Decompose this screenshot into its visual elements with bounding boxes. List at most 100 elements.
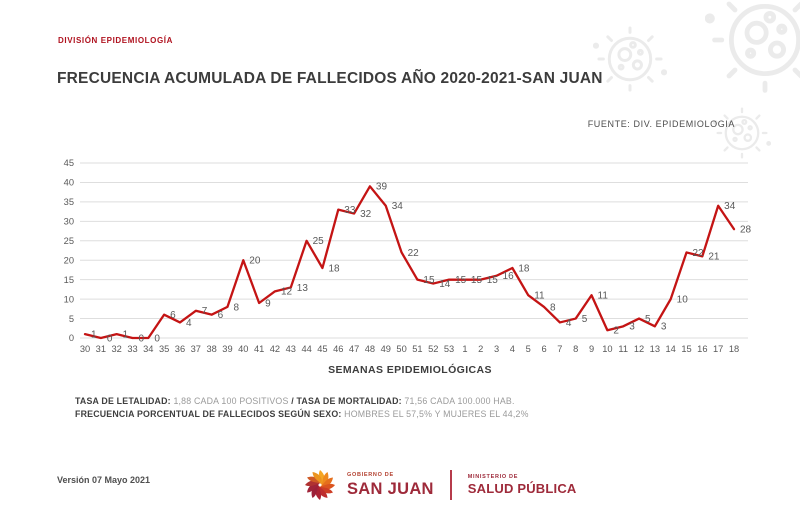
series-line (83, 185, 736, 340)
x-tick-label: 32 (111, 344, 121, 354)
y-tick-label: 45 (64, 158, 74, 168)
data-label: 8 (233, 302, 239, 313)
x-tick-label: 2 (478, 344, 483, 354)
data-label: 15 (487, 275, 499, 286)
data-label: 7 (202, 306, 208, 317)
data-label: 1 (123, 330, 129, 341)
x-tick-label: 8 (573, 344, 578, 354)
x-tick-label: 46 (333, 344, 343, 354)
mortality-value: 71,56 CADA 100.000 HAB. (401, 396, 515, 406)
x-tick-label: 3 (494, 344, 499, 354)
x-tick-label: 5 (526, 344, 531, 354)
x-tick-label: 10 (602, 344, 612, 354)
page-title: FRECUENCIA ACUMULADA DE FALLECIDOS AÑO 2… (57, 70, 603, 87)
x-tick-label: 42 (270, 344, 280, 354)
x-tick-label: 31 (96, 344, 106, 354)
y-tick-label: 35 (64, 197, 74, 207)
x-tick-label: 37 (191, 344, 201, 354)
salud-publica-label: SALUD PÚBLICA (467, 481, 577, 497)
division-label: DIVISIÓN EPIDEMIOLOGÍA (58, 36, 173, 45)
data-label: 6 (170, 310, 176, 321)
gobierno-de-label: GOBIERNO DE (347, 472, 394, 478)
data-label: 1 (91, 330, 97, 341)
swirl-petal (312, 472, 322, 485)
data-label: 22 (693, 248, 705, 259)
data-label: 16 (503, 271, 515, 282)
data-label: 33 (344, 205, 356, 216)
y-tick-label: 15 (64, 275, 74, 285)
data-label: 28 (740, 225, 752, 236)
y-tick-label: 0 (69, 333, 74, 343)
x-tick-label: 35 (159, 344, 169, 354)
data-label: 15 (471, 275, 483, 286)
virus-icon (705, 0, 800, 100)
x-tick-label: 50 (396, 344, 406, 354)
data-label: 4 (566, 318, 572, 329)
x-tick-label: 51 (412, 344, 422, 354)
data-label: 34 (724, 201, 736, 212)
data-label: 14 (439, 279, 451, 290)
stats-line-2: FRECUENCIA PORCENTUAL DE FALLECIDOS SEGÚ… (75, 408, 529, 421)
ministerio-wordmark: MINISTERIO DE SALUD PÚBLICA (467, 474, 577, 497)
sex-frequency-label: FRECUENCIA PORCENTUAL DE FALLECIDOS SEGÚ… (75, 408, 342, 419)
data-label: 6 (218, 310, 224, 321)
data-label: 8 (550, 302, 556, 313)
x-tick-label: 18 (729, 344, 739, 354)
data-label: 39 (376, 182, 388, 193)
x-tick-label: 52 (428, 344, 438, 354)
letality-label: TASA DE LETALIDAD: (75, 396, 171, 406)
x-tick-label: 4 (510, 344, 515, 354)
data-label: 4 (186, 318, 192, 329)
chart-svg: 0510152025303540453013103213303403563643… (64, 158, 752, 354)
x-tick-label: 34 (143, 344, 153, 354)
data-label: 34 (392, 201, 404, 212)
data-label: 18 (518, 263, 530, 274)
x-tick-label: 40 (238, 344, 248, 354)
x-tick-label: 17 (713, 344, 723, 354)
x-axis-title: SEMANAS EPIDEMIOLÓGICAS (328, 364, 492, 376)
x-tick-label: 45 (317, 344, 327, 354)
data-label: 2 (613, 326, 619, 337)
mortality-label: / TASA DE MORTALIDAD: (291, 396, 402, 406)
logo-divider (449, 470, 452, 500)
x-tick-label: 7 (557, 344, 562, 354)
x-tick-label: 41 (254, 344, 264, 354)
x-tick-label: 11 (618, 344, 628, 354)
x-tick-label: 6 (541, 344, 546, 354)
x-tick-label: 48 (365, 344, 375, 354)
x-tick-label: 9 (589, 344, 594, 354)
data-label: 15 (423, 275, 435, 286)
swirl-petal (318, 485, 328, 498)
y-tick-label: 5 (69, 314, 74, 324)
swirl-petal (320, 477, 333, 487)
data-label: 9 (265, 298, 271, 309)
x-tick-label: 43 (286, 344, 296, 354)
stats-line-1: TASA DE LETALIDAD: 1,88 CADA 100 POSITIV… (75, 395, 529, 408)
y-tick-label: 25 (64, 236, 74, 246)
x-tick-label: 13 (650, 344, 660, 354)
y-tick-label: 20 (64, 255, 74, 265)
x-tick-label: 14 (666, 344, 676, 354)
x-tick-label: 38 (206, 344, 216, 354)
data-label: 5 (582, 314, 588, 325)
data-label: 11 (598, 291, 609, 302)
data-label: 15 (455, 275, 467, 286)
government-logo: GOBIERNO DE SAN JUAN MINISTERIO DE SALUD… (303, 462, 577, 508)
line-chart: 0 5 10 15 20 25 30 35 40 45 30 1 31 0 32 1 33 0 34 0 35 6 36 4 3… (50, 150, 760, 362)
gobierno-san-juan-wordmark: GOBIERNO DE SAN JUAN (347, 472, 434, 497)
data-label: 20 (249, 256, 261, 267)
sex-frequency-value: HOMBRES EL 57,5% Y MUJERES EL 44,2% (341, 408, 529, 419)
x-tick-label: 30 (80, 344, 90, 354)
y-tick-label: 10 (64, 294, 74, 304)
data-label: 25 (313, 236, 325, 247)
data-label: 0 (107, 333, 113, 344)
data-label: 3 (661, 322, 667, 333)
x-tick-label: 33 (127, 344, 137, 354)
x-tick-label: 36 (175, 344, 185, 354)
data-label: 10 (677, 295, 689, 306)
data-label: 13 (297, 283, 309, 294)
data-label: 11 (534, 291, 545, 302)
x-tick-label: 16 (697, 344, 707, 354)
swirl-petals (305, 470, 335, 500)
